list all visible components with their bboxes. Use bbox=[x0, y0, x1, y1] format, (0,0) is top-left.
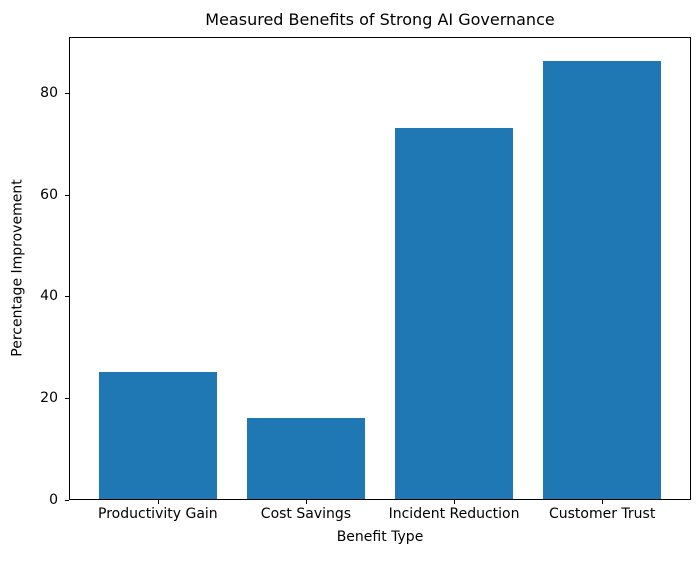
x-tick-mark-productivity-gain bbox=[157, 500, 159, 504]
x-axis-label: Benefit Type bbox=[336, 529, 424, 545]
bar-incident-reduction bbox=[394, 127, 514, 499]
x-tick-mark-cost-savings bbox=[305, 500, 307, 504]
bar-customer-trust bbox=[542, 61, 662, 499]
x-tick-label-customer-trust: Customer Trust bbox=[548, 506, 656, 522]
y-tick-mark-40 bbox=[65, 296, 69, 298]
x-tick-label-productivity-gain: Productivity Gain bbox=[98, 506, 218, 522]
y-tick-label-80: 80 bbox=[40, 84, 58, 101]
x-tick-label-incident-reduction: Incident Reduction bbox=[388, 506, 520, 522]
x-tick-label-cost-savings: Cost Savings bbox=[260, 506, 352, 522]
y-tick-mark-0 bbox=[65, 500, 69, 501]
x-tick-mark-customer-trust bbox=[602, 500, 604, 504]
bar-productivity-gain bbox=[98, 371, 218, 499]
y-tick-mark-60 bbox=[65, 194, 69, 196]
y-tick-label-60: 60 bbox=[40, 186, 58, 203]
y-tick-mark-80 bbox=[65, 92, 69, 94]
y-tick-label-20: 20 bbox=[40, 390, 58, 407]
chart-title: Measured Benefits of Strong AI Governanc… bbox=[205, 10, 555, 29]
y-tick-mark-20 bbox=[65, 398, 69, 400]
bar-cost-savings bbox=[246, 417, 366, 499]
x-tick-mark-incident-reduction bbox=[454, 500, 456, 504]
y-tick-label-0: 0 bbox=[49, 492, 58, 508]
y-tick-label-40: 40 bbox=[40, 288, 58, 305]
plot-area bbox=[69, 37, 691, 500]
y-axis-label: Percentage Improvement bbox=[9, 179, 26, 357]
